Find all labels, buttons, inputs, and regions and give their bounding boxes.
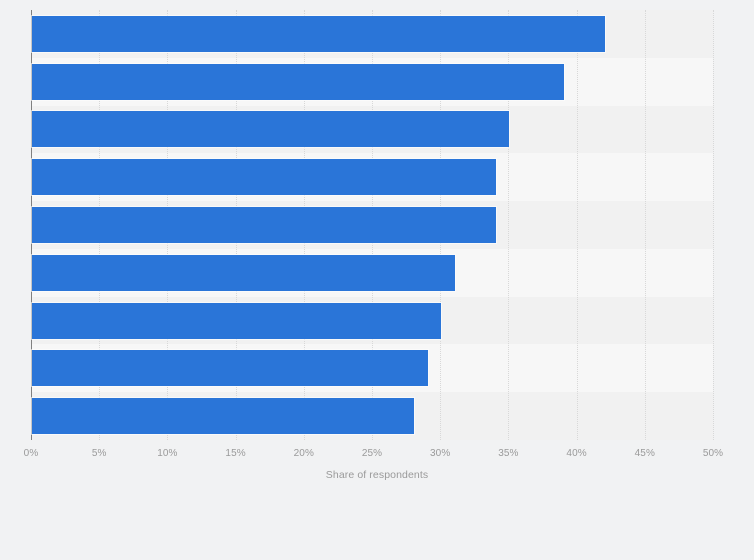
bar[interactable] [32,207,496,243]
bar[interactable] [32,398,414,435]
y-axis-line [31,10,32,440]
bar[interactable] [32,15,605,52]
x-axis-title: Share of respondents [325,469,429,481]
x-tick-label: 5% [91,448,107,459]
x-tick-label: 20% [293,448,314,459]
bar[interactable] [32,302,442,339]
x-tick-label: 15% [225,448,246,459]
x-tick-label: 50% [702,448,724,459]
x-tick-label: 0% [23,448,39,459]
gridline [644,10,646,440]
x-tick-label: 10% [157,448,178,459]
bar[interactable] [32,63,564,100]
x-tick-label: 35% [498,448,519,459]
x-tick-label: 40% [566,448,587,459]
x-tick-label: 45% [634,448,655,459]
plot-area [31,10,714,440]
bar[interactable] [32,350,428,387]
x-tick-label: 25% [361,448,383,459]
gridline [713,10,714,440]
bar[interactable] [32,159,496,196]
footer-panel [0,500,754,560]
bar[interactable] [32,254,455,291]
gridline [508,10,510,440]
x-tick-label: 30% [430,448,451,459]
x-axis-tick-labels: 0% 5% 10% 15% 20% 25% 30% 35% 40% 45% 50% [0,448,754,466]
bar[interactable] [32,111,510,148]
gridline [576,10,578,440]
